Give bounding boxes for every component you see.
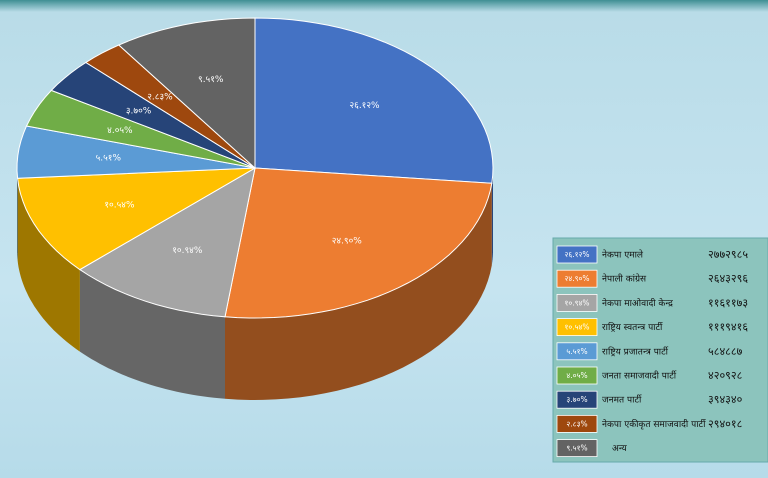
slice xyxy=(25,89,256,169)
legend-label: जनमत पार्टी xyxy=(602,394,642,406)
slice xyxy=(50,61,256,169)
slice-label: २६.१२% xyxy=(349,101,380,111)
legend-label: नेपाली कांग्रेस xyxy=(602,273,647,285)
legend-votes: २६४३२९६ xyxy=(708,272,748,285)
slice-side xyxy=(491,168,493,266)
slice-label: ३.७०% xyxy=(126,106,152,116)
slice xyxy=(254,17,494,184)
legend-swatch xyxy=(556,269,598,288)
legend-percent: २.८३% xyxy=(566,419,587,428)
slice-side xyxy=(17,168,18,261)
legend-swatch xyxy=(556,342,598,361)
slice-side xyxy=(225,183,492,400)
legend-label: अन्य xyxy=(612,444,628,454)
slice-label: २.८३% xyxy=(147,92,173,102)
legend-swatch xyxy=(556,439,598,458)
legend-votes: २९४०१८ xyxy=(708,417,743,430)
slice-label: १०.५४% xyxy=(104,200,135,210)
slice-side xyxy=(17,178,80,352)
legend-swatch xyxy=(556,414,598,433)
slice xyxy=(17,167,256,271)
legend-label: नेकपा एमाले xyxy=(602,249,644,261)
slice xyxy=(78,167,256,318)
legend-label: राष्ट्रिय स्वतन्त्र पार्टी xyxy=(602,321,663,333)
slice-side xyxy=(79,269,226,399)
legend-label: जनता समाजवादी पार्टी xyxy=(602,370,677,382)
slice-label: १०.९४% xyxy=(172,246,203,256)
slice-label: ९.५१% xyxy=(198,75,224,85)
legend-percent: ३.७०% xyxy=(566,395,587,404)
legend-percent: १०.९४% xyxy=(564,298,589,307)
slice xyxy=(224,167,493,319)
legend-votes: ४२०९२८ xyxy=(708,369,743,382)
legend-percent: ९.५१% xyxy=(566,444,587,453)
legend-percent: १०.५४% xyxy=(564,323,589,332)
legend-votes: १११९४१६ xyxy=(708,321,748,334)
legend-swatch xyxy=(556,318,598,337)
slice-label: ४.०५% xyxy=(107,126,133,136)
legend-votes: ५८४८८७ xyxy=(708,345,743,358)
slice-label: ५.५१% xyxy=(96,154,122,164)
legend-votes: ३९४३४० xyxy=(708,393,743,406)
legend-swatch xyxy=(556,293,598,312)
legend-votes: ११६११७३ xyxy=(708,296,748,309)
legend-label: राष्ट्रिय प्रजातन्त्र पार्टी xyxy=(602,345,669,357)
slice xyxy=(117,17,256,170)
legend-swatch xyxy=(556,366,598,385)
legend-percent: २४.९०% xyxy=(564,274,589,283)
legend-votes: २७७२९८५ xyxy=(708,248,748,261)
legend-swatch xyxy=(556,245,598,264)
legend-swatch xyxy=(556,390,598,409)
slice xyxy=(16,125,256,179)
legend-percent: ४.०५% xyxy=(566,371,587,380)
legend-percent: २६.१२% xyxy=(564,250,589,259)
slice-label: २४.९०% xyxy=(332,236,363,246)
legend-percent: ५.५१% xyxy=(566,347,587,356)
legend-label: नेकपा एकीकृत समाजवादी पार्टी xyxy=(602,418,706,430)
legend-label: नेकपा माओवादी केन्द्र xyxy=(602,297,673,309)
